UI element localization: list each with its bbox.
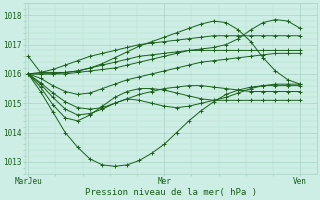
X-axis label: Pression niveau de la mer( hPa ): Pression niveau de la mer( hPa ) bbox=[85, 188, 257, 197]
